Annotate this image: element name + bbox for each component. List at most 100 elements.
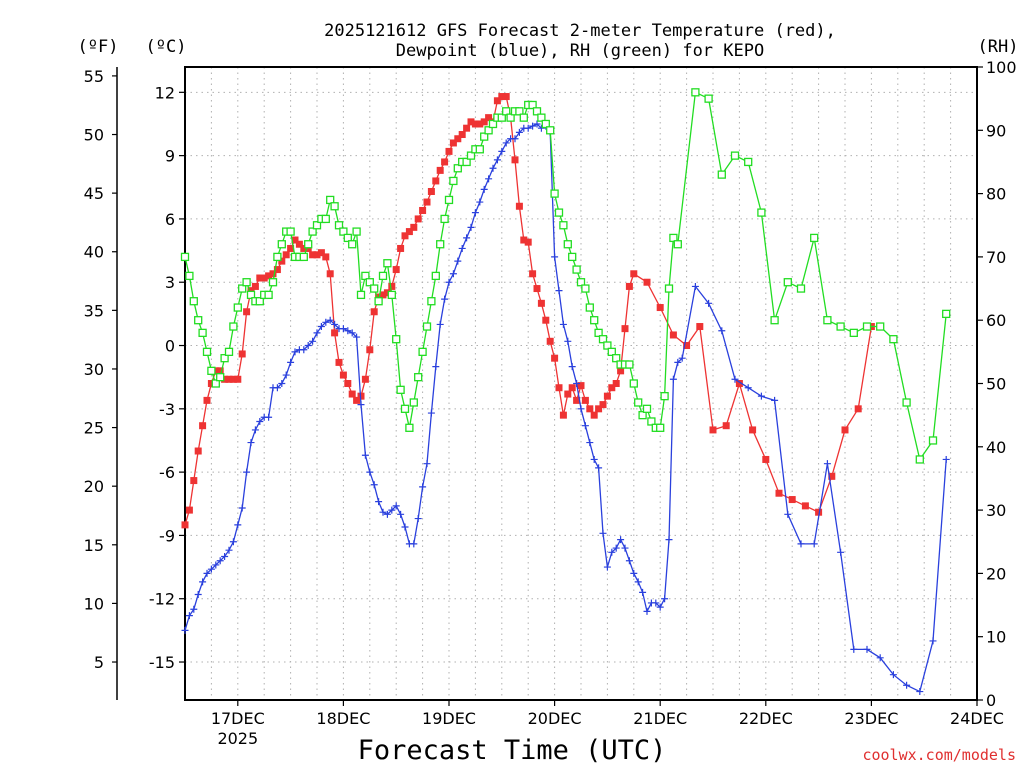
time-tick-sublabel: 2025 — [217, 729, 258, 748]
data-point — [568, 384, 576, 392]
data-point — [331, 329, 339, 337]
data-point — [493, 97, 501, 105]
data-point — [432, 177, 440, 185]
data-point — [718, 327, 726, 335]
data-point — [669, 331, 677, 339]
data-point — [414, 515, 422, 523]
data-point — [476, 120, 484, 128]
data-point — [704, 94, 713, 103]
data-point — [568, 252, 577, 262]
data-point — [533, 120, 541, 128]
data-point — [185, 612, 193, 620]
data-point — [639, 588, 647, 596]
gridlines — [185, 67, 977, 700]
data-point — [375, 293, 383, 301]
data-point — [251, 426, 259, 434]
data-point — [431, 271, 440, 281]
data-point — [757, 392, 765, 400]
data-point — [313, 251, 321, 259]
data-point — [312, 221, 322, 230]
data-point — [379, 291, 387, 299]
data-point — [317, 323, 325, 331]
data-point — [440, 214, 449, 224]
series-2-meter-temperature — [181, 93, 875, 529]
data-point — [238, 504, 246, 512]
data-point — [493, 156, 501, 164]
data-point — [229, 538, 237, 546]
data-point — [436, 320, 444, 328]
data-point — [915, 455, 924, 464]
data-point — [480, 132, 489, 141]
data-point — [673, 240, 682, 249]
data-point — [410, 223, 418, 231]
data-point — [357, 401, 365, 409]
data-point — [625, 360, 634, 369]
celsius-tick-label: 6 — [165, 210, 175, 229]
data-point — [542, 316, 550, 324]
data-point — [361, 271, 370, 281]
data-point — [419, 483, 427, 491]
fahrenheit-tick-label: 35 — [84, 301, 104, 320]
data-point — [537, 113, 546, 122]
data-point — [370, 284, 379, 293]
data-point — [348, 240, 357, 249]
data-point — [612, 354, 621, 363]
data-point — [612, 544, 620, 552]
data-point — [599, 529, 607, 537]
data-point — [419, 206, 427, 214]
data-point — [454, 257, 462, 265]
data-point — [471, 209, 479, 217]
data-point — [862, 322, 872, 331]
data-point — [225, 375, 233, 383]
data-point — [331, 320, 339, 328]
data-point — [243, 308, 251, 316]
data-point — [334, 221, 344, 230]
data-point — [286, 227, 295, 236]
data-point — [643, 607, 651, 615]
data-point — [810, 233, 819, 243]
time-tick-label: 20DEC — [528, 709, 582, 728]
fahrenheit-tick-label: 50 — [84, 126, 104, 145]
data-point — [379, 508, 387, 516]
data-point — [581, 284, 590, 293]
data-point — [238, 284, 247, 293]
data-point — [243, 468, 251, 476]
data-point — [797, 540, 805, 548]
data-point — [850, 645, 858, 653]
data-point — [511, 156, 519, 164]
data-point — [198, 328, 207, 338]
data-point — [463, 124, 471, 132]
data-point — [577, 382, 585, 390]
data-point — [348, 390, 356, 398]
data-point — [436, 240, 445, 249]
rh-tick-label: 20 — [986, 564, 1006, 583]
rh-tick-label: 90 — [986, 121, 1006, 140]
data-point — [555, 287, 563, 295]
data-point — [383, 510, 391, 518]
data-point — [484, 126, 493, 135]
data-point — [485, 175, 493, 183]
data-point — [771, 396, 779, 404]
data-point — [199, 578, 207, 586]
data-point — [585, 303, 594, 312]
series-dewpoint — [181, 120, 950, 696]
data-point — [608, 548, 616, 556]
data-point — [278, 380, 286, 387]
data-point — [735, 380, 743, 387]
data-point — [669, 233, 678, 243]
time-tick-label: 18DEC — [316, 709, 370, 728]
data-point — [194, 447, 202, 455]
data-point — [339, 227, 348, 236]
rh-axis-header: (RH) — [978, 37, 1019, 57]
data-point — [467, 223, 475, 231]
data-point — [576, 278, 586, 287]
data-point — [730, 151, 740, 160]
data-point — [674, 358, 682, 366]
fahrenheit-tick-label: 20 — [84, 477, 104, 496]
data-point — [401, 523, 409, 531]
data-point — [625, 557, 633, 565]
data-point — [190, 605, 198, 613]
celsius-tick-label: -15 — [149, 653, 175, 672]
data-point — [265, 272, 273, 280]
data-point — [603, 341, 612, 350]
